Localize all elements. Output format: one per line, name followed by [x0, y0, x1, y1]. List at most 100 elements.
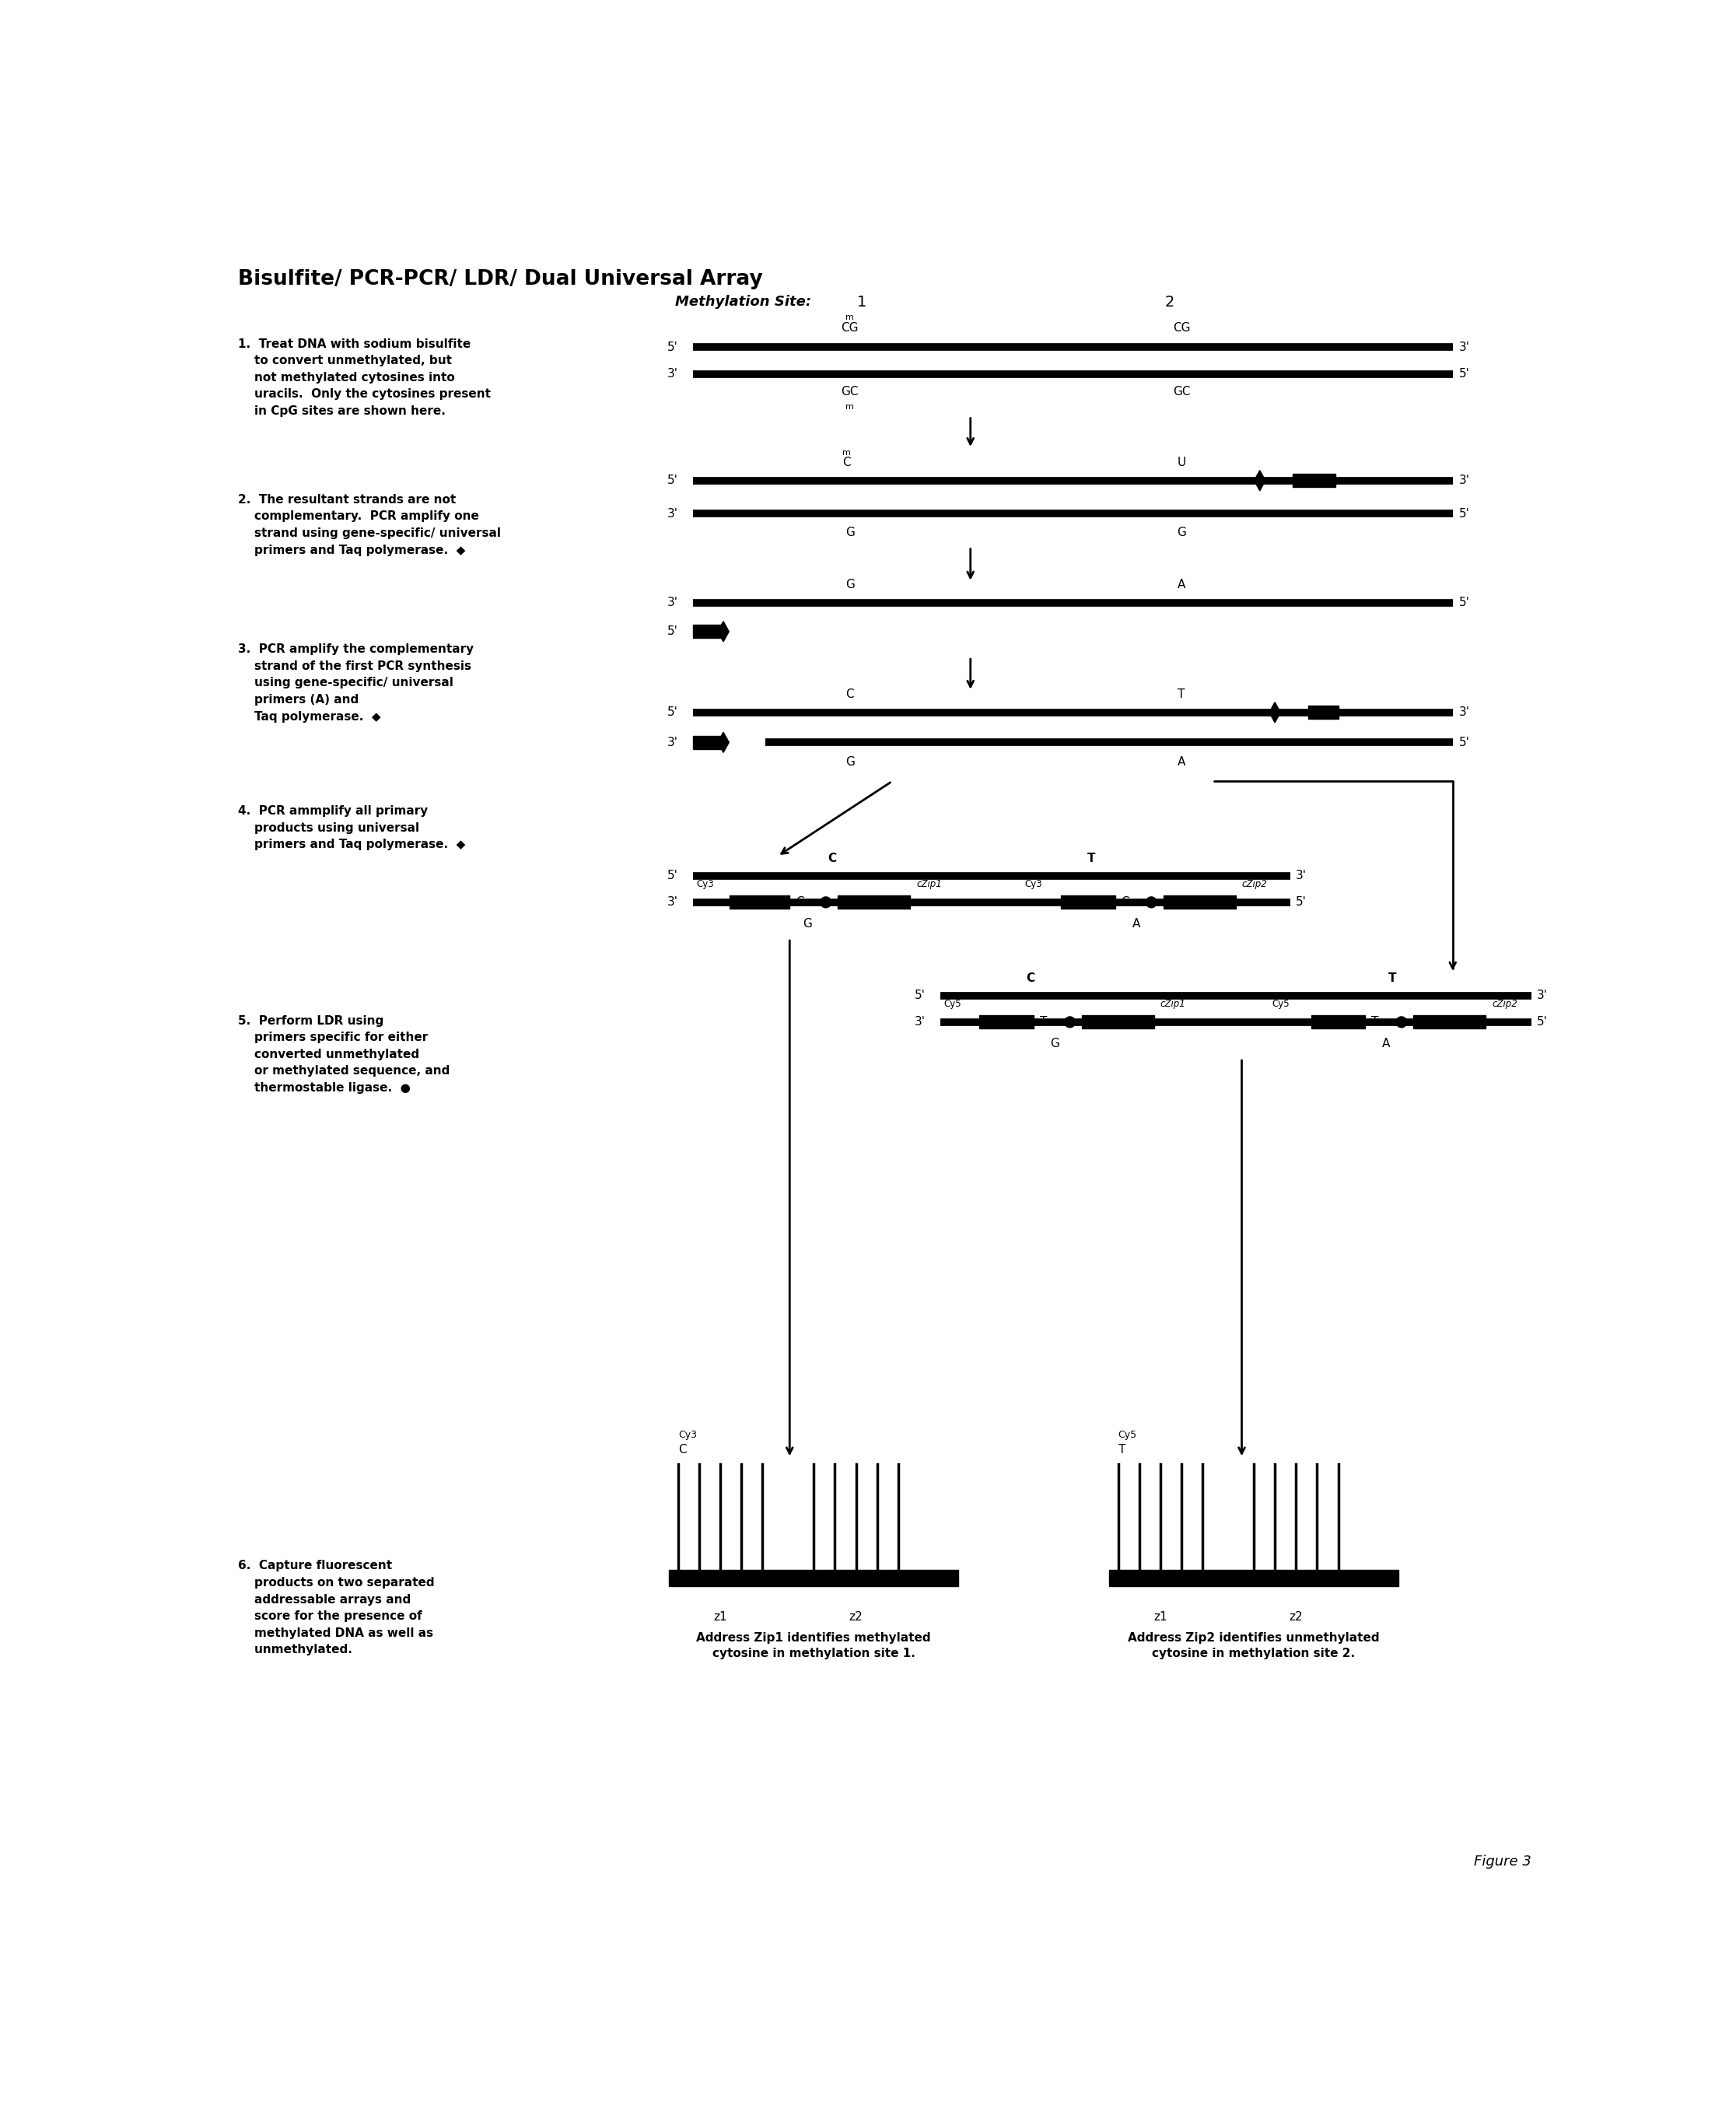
Text: Address Zip2 identifies unmethylated
cytosine in methylation site 2.: Address Zip2 identifies unmethylated cyt…	[1128, 1633, 1380, 1658]
Polygon shape	[717, 622, 729, 641]
Text: C: C	[679, 1444, 686, 1454]
Text: 5': 5'	[1458, 367, 1469, 380]
Text: cZip1: cZip1	[1160, 998, 1186, 1008]
Text: Cy5: Cy5	[943, 998, 962, 1008]
Text: 4.  PCR ammplify all primary
    products using universal
    primers and Taq po: 4. PCR ammplify all primary products usi…	[238, 805, 465, 851]
Text: z1: z1	[713, 1611, 727, 1622]
Text: T: T	[1087, 851, 1095, 864]
Bar	[1413, 1015, 1486, 1030]
Text: m: m	[845, 403, 854, 410]
Text: 6.  Capture fluorescent
    products on two separated
    addressable arrays and: 6. Capture fluorescent products on two s…	[238, 1560, 434, 1656]
Text: 5': 5'	[667, 626, 679, 637]
Text: z2: z2	[849, 1611, 863, 1622]
Text: C: C	[1026, 972, 1035, 983]
Text: G: G	[845, 756, 854, 769]
Text: G: G	[1050, 1038, 1059, 1049]
Text: T: T	[1118, 1444, 1125, 1454]
Text: Bisulfite/ PCR-PCR/ LDR/ Dual Universal Array: Bisulfite/ PCR-PCR/ LDR/ Dual Universal …	[238, 270, 762, 289]
Text: Cy5: Cy5	[1118, 1431, 1137, 1439]
Polygon shape	[1253, 471, 1266, 490]
Bar	[838, 896, 910, 909]
Text: Cy3: Cy3	[1024, 879, 1042, 890]
Text: 2.  The resultant strands are not
    complementary.  PCR amplify one
    strand: 2. The resultant strands are not complem…	[238, 495, 502, 556]
Text: 3': 3'	[915, 1017, 925, 1028]
Text: C: C	[1121, 896, 1130, 909]
Text: Cy3: Cy3	[696, 879, 713, 890]
Circle shape	[1146, 896, 1156, 909]
Text: C: C	[845, 688, 854, 701]
Text: 5': 5'	[667, 707, 679, 718]
Text: T: T	[1040, 1017, 1047, 1028]
Text: 3': 3'	[1458, 342, 1470, 352]
Text: Cy3: Cy3	[679, 1431, 696, 1439]
Text: 3': 3'	[667, 507, 679, 520]
Text: T: T	[1371, 1017, 1378, 1028]
Text: cZip2: cZip2	[1491, 998, 1517, 1008]
Text: A: A	[1177, 756, 1186, 769]
Bar	[729, 896, 790, 909]
Text: 3.  PCR amplify the complementary
    strand of the first PCR synthesis
    usin: 3. PCR amplify the complementary strand …	[238, 643, 474, 722]
Circle shape	[821, 896, 832, 909]
Text: 5': 5'	[1297, 896, 1307, 909]
Polygon shape	[1269, 703, 1281, 722]
Text: CG: CG	[842, 323, 859, 333]
Bar	[979, 1015, 1033, 1030]
Text: 5': 5'	[1458, 737, 1469, 747]
Bar	[1082, 1015, 1154, 1030]
Text: G: G	[804, 917, 812, 930]
Text: CG: CG	[1174, 323, 1191, 333]
Text: Figure 3: Figure 3	[1474, 1856, 1531, 1868]
Text: GC: GC	[1174, 386, 1191, 397]
Text: 5': 5'	[1458, 507, 1469, 520]
Text: cZip2: cZip2	[1241, 879, 1267, 890]
Text: G: G	[1177, 527, 1186, 539]
Text: 1.  Treat DNA with sodium bisulfite
    to convert unmethylated, but
    not met: 1. Treat DNA with sodium bisulfite to co…	[238, 338, 491, 416]
Text: 3': 3'	[667, 737, 679, 747]
Text: GC: GC	[842, 386, 859, 397]
Text: C: C	[795, 896, 804, 909]
Text: C: C	[842, 456, 851, 469]
Bar	[693, 624, 724, 639]
Text: Cy5: Cy5	[1272, 998, 1290, 1008]
Text: 1: 1	[858, 295, 866, 310]
Circle shape	[1064, 1017, 1075, 1028]
Bar	[668, 1569, 958, 1586]
Text: 5': 5'	[915, 989, 925, 1002]
Text: 3': 3'	[667, 597, 679, 609]
Text: Address Zip1 identifies methylated
cytosine in methylation site 1.: Address Zip1 identifies methylated cytos…	[696, 1633, 930, 1658]
Text: 5': 5'	[1458, 597, 1469, 609]
Text: A: A	[1177, 580, 1186, 590]
Text: z2: z2	[1290, 1611, 1302, 1622]
Text: 5': 5'	[1536, 1017, 1549, 1028]
Text: 5.  Perform LDR using
    primers specific for either
    converted unmethylated: 5. Perform LDR using primers specific fo…	[238, 1015, 450, 1093]
Text: U: U	[1177, 456, 1186, 469]
Text: 2: 2	[1165, 295, 1174, 310]
Bar	[1311, 1015, 1364, 1030]
Text: C: C	[828, 851, 837, 864]
Bar	[1307, 705, 1338, 720]
Polygon shape	[717, 732, 729, 752]
Text: 5': 5'	[667, 342, 679, 352]
Text: z1: z1	[1153, 1611, 1167, 1622]
Text: 3': 3'	[1297, 870, 1307, 881]
Text: 5': 5'	[667, 476, 679, 486]
Circle shape	[1396, 1017, 1406, 1028]
Bar	[693, 737, 724, 749]
Text: m: m	[842, 448, 851, 456]
Text: 5': 5'	[667, 870, 679, 881]
Text: Methylation Site:: Methylation Site:	[675, 295, 811, 310]
Text: 3': 3'	[1536, 989, 1549, 1002]
Text: cZip1: cZip1	[917, 879, 941, 890]
Text: 3': 3'	[667, 367, 679, 380]
Bar	[1061, 896, 1115, 909]
Bar	[1109, 1569, 1399, 1586]
Text: T: T	[1177, 688, 1186, 701]
Text: 3': 3'	[1458, 707, 1470, 718]
Text: G: G	[845, 527, 854, 539]
Text: A: A	[1132, 917, 1141, 930]
Bar	[1163, 896, 1236, 909]
Text: G: G	[845, 580, 854, 590]
Bar	[1293, 473, 1335, 486]
Text: 3': 3'	[667, 896, 679, 909]
Text: T: T	[1389, 972, 1396, 983]
